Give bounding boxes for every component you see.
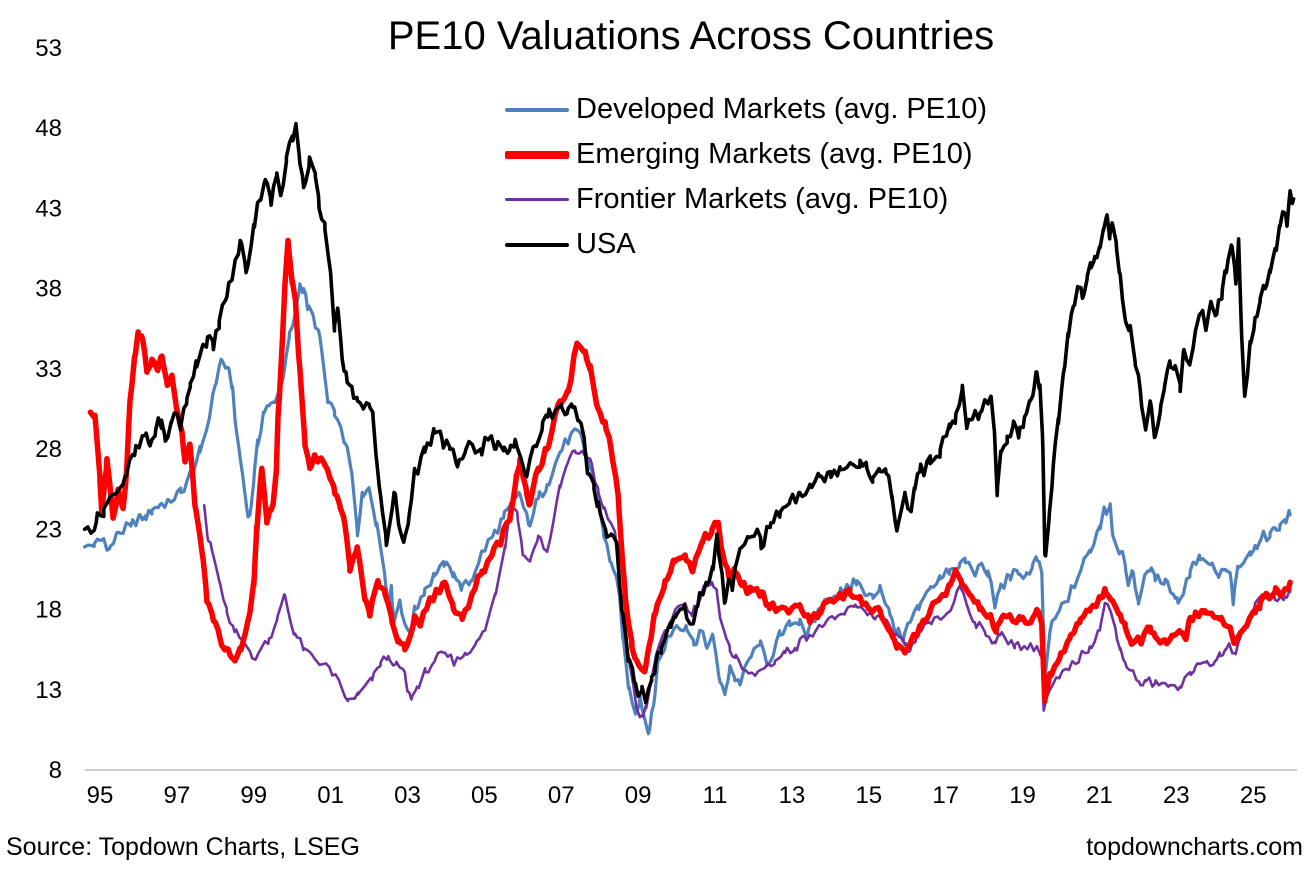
x-tick-label-21: 21 bbox=[1086, 782, 1113, 809]
y-tick-label-8: 8 bbox=[49, 757, 62, 784]
source-note: Source: Topdown Charts, LSEG bbox=[6, 833, 360, 861]
x-tick-label-97: 97 bbox=[164, 782, 191, 809]
series-line-developed bbox=[82, 282, 1292, 736]
x-tick-label-95: 95 bbox=[87, 782, 114, 809]
legend-swatch-frontier-markets bbox=[505, 198, 569, 201]
series-line-emerging bbox=[87, 237, 1293, 704]
y-tick-label-48: 48 bbox=[35, 115, 62, 142]
x-tick-label-15: 15 bbox=[855, 782, 882, 809]
legend-swatch-developed-markets bbox=[505, 107, 569, 112]
legend-item-emerging-markets: Emerging Markets (avg. PE10) bbox=[505, 132, 987, 177]
x-tick-label-05: 05 bbox=[471, 782, 498, 809]
legend-swatch-usa bbox=[505, 242, 569, 247]
y-tick-label-43: 43 bbox=[35, 195, 62, 222]
legend-label-frontier-markets: Frontier Markets (avg. PE10) bbox=[576, 183, 949, 215]
website-note: topdowncharts.com bbox=[1086, 833, 1303, 861]
x-tick-label-09: 09 bbox=[625, 782, 652, 809]
x-tick-label-01: 01 bbox=[317, 782, 344, 809]
x-tick-label-25: 25 bbox=[1240, 782, 1267, 809]
legend-label-emerging-markets: Emerging Markets (avg. PE10) bbox=[576, 138, 973, 170]
x-tick-label-19: 19 bbox=[1009, 782, 1036, 809]
chart-legend: Developed Markets (avg. PE10) Emerging M… bbox=[505, 87, 987, 267]
series-line-frontier bbox=[202, 449, 1292, 719]
x-tick-label-07: 07 bbox=[548, 782, 575, 809]
x-tick-label-99: 99 bbox=[240, 782, 267, 809]
legend-item-developed-markets: Developed Markets (avg. PE10) bbox=[505, 87, 987, 132]
legend-item-frontier-markets: Frontier Markets (avg. PE10) bbox=[505, 177, 987, 222]
legend-item-usa: USA bbox=[505, 222, 987, 267]
series-line-usa bbox=[82, 121, 1296, 705]
chart-title: PE10 Valuations Across Countries bbox=[387, 14, 995, 58]
x-tick-label-03: 03 bbox=[394, 782, 421, 809]
y-tick-label-13: 13 bbox=[35, 677, 62, 704]
y-tick-label-53: 53 bbox=[35, 35, 62, 62]
y-tick-label-38: 38 bbox=[35, 276, 62, 303]
x-tick-label-23: 23 bbox=[1163, 782, 1190, 809]
y-tick-label-33: 33 bbox=[35, 356, 62, 383]
x-tick-label-17: 17 bbox=[932, 782, 959, 809]
legend-swatch-emerging-markets bbox=[505, 150, 569, 159]
x-tick-label-13: 13 bbox=[779, 782, 806, 809]
legend-label-usa: USA bbox=[576, 228, 636, 260]
x-tick-label-11: 11 bbox=[703, 782, 728, 809]
y-tick-label-28: 28 bbox=[35, 436, 62, 463]
y-tick-label-18: 18 bbox=[35, 597, 62, 624]
legend-label-developed-markets: Developed Markets (avg. PE10) bbox=[576, 93, 988, 125]
y-tick-label-23: 23 bbox=[35, 516, 62, 543]
